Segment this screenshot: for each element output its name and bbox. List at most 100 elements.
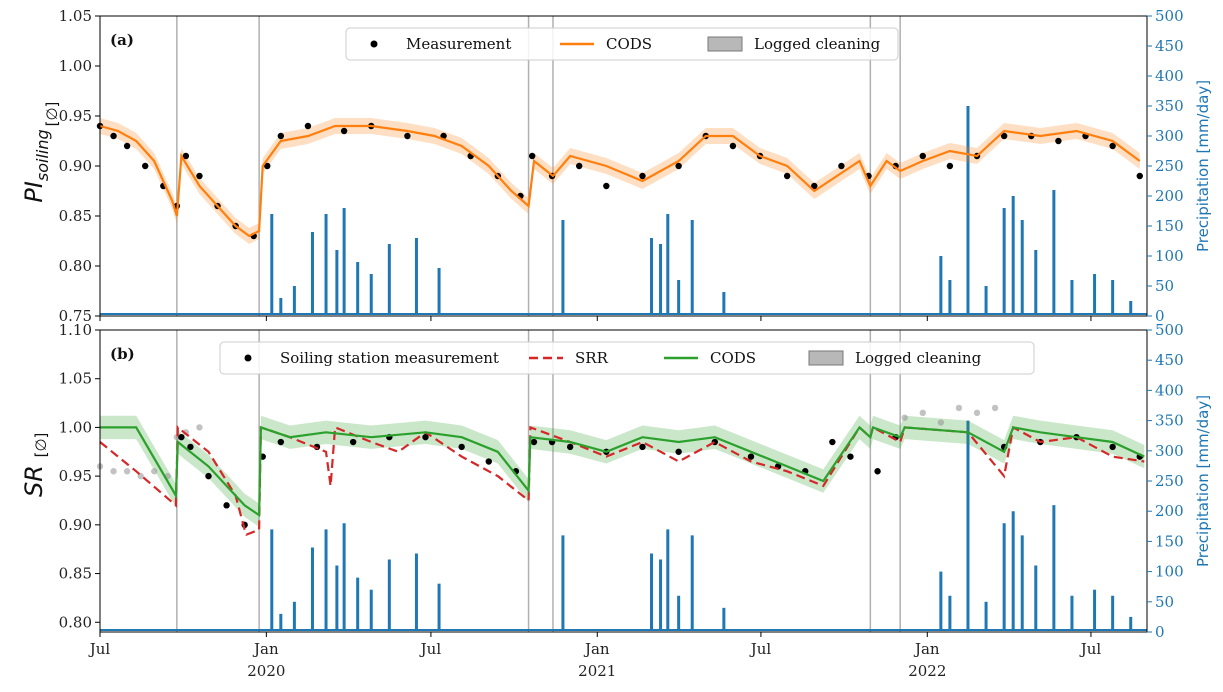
- ytick-label: 0.95: [59, 107, 92, 125]
- ytick-label: 0.75: [59, 307, 92, 325]
- legend-label: Logged cleaning: [855, 349, 982, 367]
- ghost-point: [919, 409, 926, 417]
- legend-marker-dot: [370, 40, 378, 48]
- measurement-point: [603, 182, 610, 190]
- ytick-label: 0.90: [59, 516, 92, 534]
- y-axis-unit: [∅]: [32, 433, 50, 458]
- measurement-point: [277, 438, 285, 446]
- measurement-point: [422, 433, 429, 441]
- y-axis-label: SR: [20, 465, 48, 497]
- measurement-point: [205, 472, 212, 480]
- y-axis-label: PIsoiling: [20, 129, 52, 202]
- measurement-point: [277, 132, 285, 140]
- y2tick-label: 0: [1155, 623, 1165, 641]
- legend-box: [345, 27, 899, 61]
- y2-axis-label: Precipitation [mm/day]: [1194, 80, 1212, 252]
- y-axis-unit: [∅]: [43, 102, 61, 127]
- ghost-point: [937, 419, 945, 426]
- measurement-point: [675, 448, 682, 455]
- legend-marker-patch: [707, 36, 743, 52]
- measurement-point: [340, 127, 348, 135]
- y2tick-label: 400: [1155, 381, 1184, 399]
- ghost-point: [901, 414, 908, 421]
- measurement-point: [747, 453, 755, 460]
- ytick-label: 0.95: [59, 467, 92, 485]
- ghost-point: [973, 409, 981, 417]
- y2tick-label: 150: [1155, 217, 1184, 235]
- y2tick-label: 150: [1155, 532, 1184, 550]
- measurement-point: [811, 182, 818, 190]
- y2tick-label: 500: [1155, 7, 1184, 25]
- measurement-point: [304, 122, 312, 130]
- legend-label: Measurement: [406, 35, 511, 53]
- xtick-label: Jan: [252, 640, 279, 658]
- y2tick-label: 500: [1155, 321, 1184, 339]
- y2tick-label: 100: [1155, 247, 1184, 265]
- measurement-point: [404, 132, 411, 140]
- y2tick-label: 300: [1155, 442, 1184, 460]
- measurement-point: [187, 443, 194, 451]
- ghost-point: [955, 404, 963, 412]
- ytick-label: 1.00: [59, 418, 92, 436]
- legend-label: Soiling station measurement: [280, 349, 499, 367]
- y2tick-label: 250: [1155, 472, 1184, 490]
- measurement-point: [829, 438, 836, 446]
- y2tick-label: 450: [1155, 37, 1184, 55]
- measurement-point: [919, 152, 926, 160]
- xtick-year: 2022: [908, 662, 946, 680]
- ytick-label: 1.05: [59, 7, 92, 25]
- y2tick-label: 350: [1155, 97, 1184, 115]
- y2tick-label: 200: [1155, 502, 1184, 520]
- y2tick-label: 50: [1155, 593, 1174, 611]
- y-axis-label-subscript: soiling: [33, 129, 52, 181]
- xtick-label: Jan: [913, 640, 940, 658]
- measurement-point: [110, 132, 117, 140]
- measurement-point: [530, 438, 538, 446]
- ghost-point: [196, 424, 203, 431]
- measurement-point: [223, 502, 230, 509]
- measurement-point: [847, 453, 854, 460]
- legend-marker-dot: [244, 354, 252, 362]
- ghost-point: [123, 468, 131, 475]
- legend-box: [219, 341, 1035, 375]
- y2tick-label: 50: [1155, 277, 1174, 295]
- measurement-point: [639, 172, 646, 180]
- xtick-year: 2021: [578, 662, 616, 680]
- measurement-point: [783, 172, 791, 180]
- measurement-point: [575, 162, 583, 170]
- panel-label: (a): [110, 31, 134, 49]
- ghost-point: [991, 404, 999, 412]
- y2tick-label: 0: [1155, 307, 1165, 325]
- measurement-point: [178, 433, 185, 441]
- panel-label: (b): [110, 345, 135, 363]
- xtick-label: Jul: [419, 640, 442, 658]
- y2tick-label: 400: [1155, 67, 1184, 85]
- legend-marker-patch: [808, 350, 844, 366]
- legend-label: SRR: [575, 349, 609, 367]
- y2tick-label: 350: [1155, 412, 1184, 430]
- measurement-point: [838, 162, 845, 170]
- measurement-point: [639, 443, 646, 451]
- measurement-point: [196, 172, 203, 180]
- cods-line: [99, 124, 1141, 238]
- cods-band: [100, 415, 1145, 527]
- ytick-label: 0.80: [59, 257, 92, 275]
- measurement-point: [182, 152, 190, 160]
- y2tick-label: 450: [1155, 351, 1184, 369]
- ytick-label: 0.85: [59, 207, 92, 225]
- y2tick-label: 100: [1155, 563, 1184, 581]
- measurement-point: [1055, 137, 1062, 145]
- y-axis-label-main: PI: [20, 181, 48, 203]
- legend-label: Logged cleaning: [754, 35, 881, 53]
- measurement-point: [123, 142, 131, 150]
- measurement-point: [458, 443, 465, 451]
- legend: Measurement CODS Logged cleaning: [345, 27, 899, 61]
- measurement-point: [264, 162, 271, 170]
- measurement-point: [142, 162, 149, 170]
- panel-a: 0.75 0.80 0.85 0.90 0.95 1.00 1.05 0 50 100 150 200…: [20, 7, 1212, 325]
- measurement-point: [485, 458, 492, 465]
- y2tick-label: 300: [1155, 127, 1184, 145]
- measurement-point: [1136, 172, 1143, 180]
- legend-label: CODS: [710, 349, 756, 367]
